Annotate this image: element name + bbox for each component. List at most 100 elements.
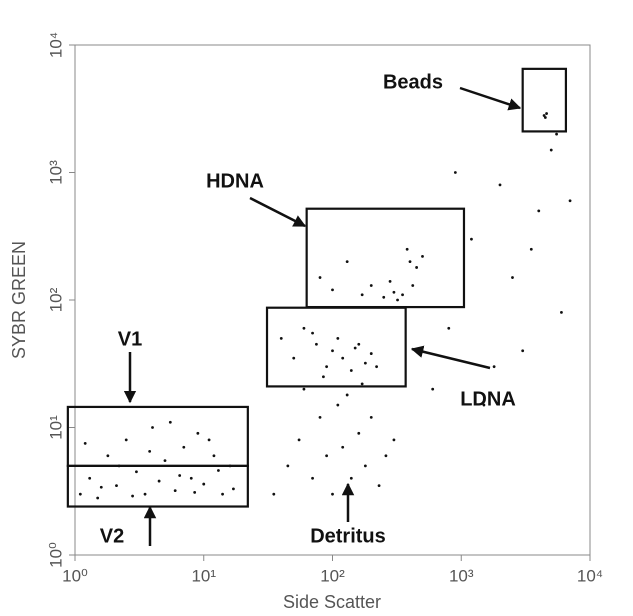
point (124, 438, 128, 442)
gate-label: LDNA (460, 388, 516, 410)
point (189, 476, 193, 480)
point (353, 346, 357, 350)
point (163, 459, 167, 463)
point (384, 454, 388, 458)
point (202, 482, 206, 486)
point (360, 382, 364, 386)
point (157, 479, 161, 483)
x-tick-label: 10⁰ (62, 566, 88, 585)
point (453, 171, 457, 174)
point (311, 476, 314, 480)
point (360, 293, 364, 297)
point (302, 326, 306, 330)
point (357, 431, 361, 435)
gate-arrow (249, 196, 307, 228)
point (325, 454, 329, 458)
point (529, 247, 533, 251)
y-tick-label: 10¹ (46, 415, 65, 440)
gate (66, 464, 249, 508)
point (336, 336, 340, 340)
gate-label: V2 (100, 525, 124, 547)
point (168, 420, 172, 424)
point (131, 494, 134, 498)
point (345, 393, 349, 397)
point (212, 454, 216, 458)
point (286, 464, 290, 468)
point (318, 416, 322, 419)
x-tick-label: 10¹ (191, 566, 216, 585)
y-axis-label: SYBR GREEN (9, 241, 29, 359)
point (217, 469, 220, 472)
point (232, 487, 235, 491)
point (143, 492, 147, 496)
point (99, 485, 103, 489)
point (178, 474, 182, 477)
point (537, 209, 541, 213)
point (431, 387, 435, 391)
point (543, 116, 547, 119)
point (96, 496, 100, 500)
point (392, 290, 396, 294)
point (341, 356, 345, 360)
point (148, 449, 152, 453)
point (325, 365, 329, 369)
y-tick-label: 10³ (46, 160, 65, 185)
point (322, 375, 325, 379)
point (193, 490, 197, 494)
x-tick-label: 10³ (449, 566, 474, 585)
point (292, 356, 296, 360)
point (78, 492, 82, 496)
point (331, 288, 334, 292)
gate (66, 405, 249, 467)
point (182, 445, 186, 449)
point (369, 284, 373, 287)
point (83, 442, 87, 445)
point (341, 445, 345, 449)
point (357, 342, 361, 346)
point (151, 426, 154, 429)
point (545, 112, 548, 115)
point (106, 454, 110, 458)
point (297, 438, 301, 442)
point (272, 492, 276, 496)
gate-label: HDNA (206, 170, 264, 192)
gate (265, 306, 407, 388)
point (511, 276, 514, 279)
point (560, 310, 563, 314)
y-tick-label: 10² (46, 287, 65, 312)
point (345, 260, 349, 264)
gate-label: Beads (383, 71, 443, 93)
point (411, 284, 415, 287)
point (363, 464, 367, 468)
point (331, 492, 334, 496)
point (542, 114, 546, 117)
gate-arrow (459, 86, 522, 111)
point (318, 276, 322, 279)
point (492, 365, 496, 369)
point (377, 484, 381, 488)
point (415, 266, 419, 269)
point (315, 342, 318, 346)
point (498, 183, 502, 187)
point (447, 326, 451, 330)
point (336, 403, 340, 407)
x-axis-label: Side Scatter (283, 592, 381, 612)
point (302, 387, 306, 391)
point (207, 438, 211, 442)
x-tick-label: 10⁴ (577, 566, 603, 585)
gate (521, 67, 568, 133)
point (401, 293, 404, 297)
y-tick-label: 10⁴ (46, 32, 65, 58)
point (396, 298, 399, 302)
point (363, 361, 367, 365)
point (421, 254, 424, 258)
point (196, 431, 200, 435)
point (555, 132, 558, 136)
point (349, 369, 353, 372)
point (382, 295, 386, 299)
point (375, 365, 378, 369)
gate (305, 207, 466, 309)
x-tick-label: 10² (320, 566, 345, 585)
point (568, 199, 572, 203)
